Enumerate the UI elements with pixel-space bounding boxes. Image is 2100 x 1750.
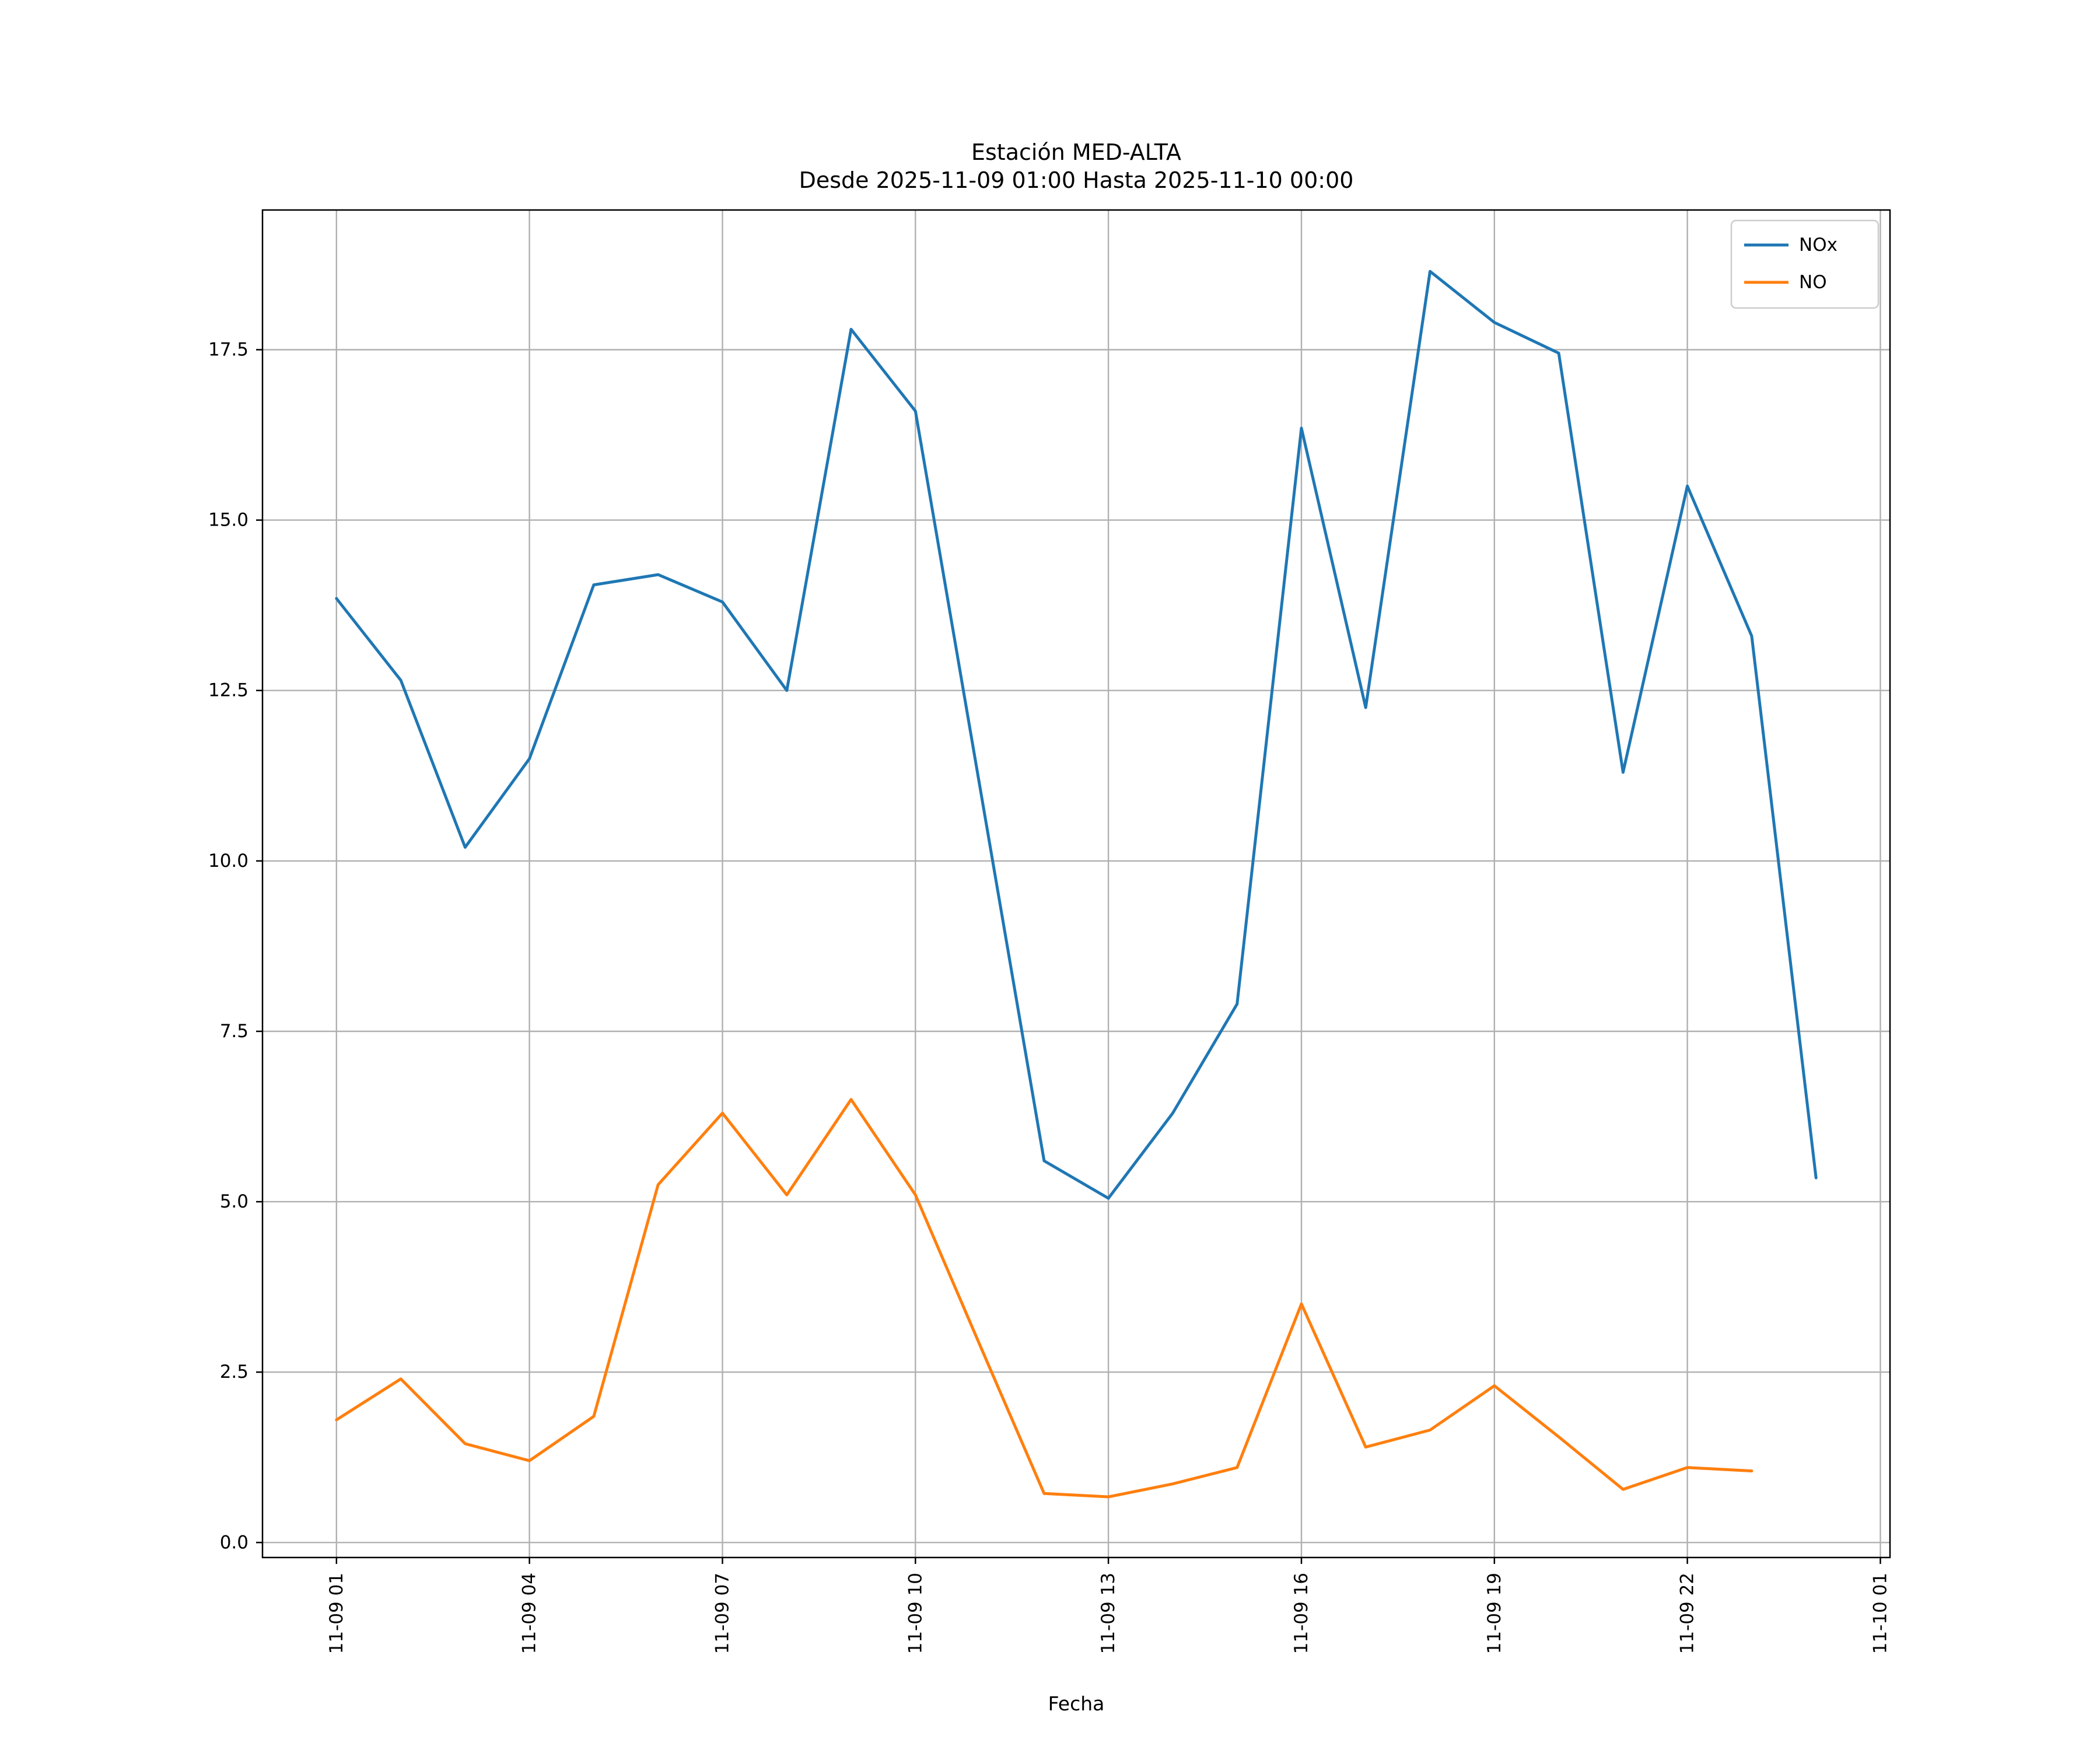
series-line-nox bbox=[335, 270, 1818, 1200]
chart-title: Estación MED-ALTA bbox=[971, 139, 1181, 165]
x-tick-label: 11-09 10 bbox=[905, 1573, 926, 1654]
x-axis-label: Fecha bbox=[1048, 1692, 1105, 1715]
plot-border bbox=[261, 209, 1891, 1559]
y-tick-label: 15.0 bbox=[208, 510, 249, 531]
y-tick-label: 12.5 bbox=[208, 680, 249, 701]
legend-label-no: NO bbox=[1799, 272, 1827, 293]
y-tick-label: 5.0 bbox=[220, 1191, 249, 1212]
y-tick-label: 17.5 bbox=[208, 340, 249, 360]
x-tick-label: 11-09 22 bbox=[1677, 1573, 1698, 1654]
y-tick-label: 0.0 bbox=[220, 1532, 249, 1553]
y-tick-label: 10.0 bbox=[208, 850, 249, 872]
x-tick-label: 11-09 01 bbox=[326, 1573, 347, 1654]
chart-subtitle: Desde 2025-11-09 01:00 Hasta 2025-11-10 … bbox=[799, 167, 1354, 193]
x-tick-label: 11-09 07 bbox=[712, 1573, 733, 1654]
chart-title-block: Estación MED-ALTA Desde 2025-11-09 01:00… bbox=[262, 139, 1890, 194]
x-tick-label: 11-09 16 bbox=[1291, 1573, 1312, 1654]
x-tick-label: 11-09 13 bbox=[1098, 1573, 1119, 1654]
y-tick-label: 7.5 bbox=[220, 1021, 249, 1042]
legend-label-nox: NOx bbox=[1799, 235, 1838, 256]
series-line-no bbox=[335, 1098, 1754, 1499]
x-tick-label: 11-09 19 bbox=[1484, 1573, 1505, 1654]
x-tick-label: 11-09 04 bbox=[519, 1573, 540, 1654]
y-tick-label: 2.5 bbox=[220, 1362, 249, 1382]
x-tick-label: 11-10 01 bbox=[1870, 1573, 1891, 1654]
legend-box bbox=[1730, 219, 1880, 309]
